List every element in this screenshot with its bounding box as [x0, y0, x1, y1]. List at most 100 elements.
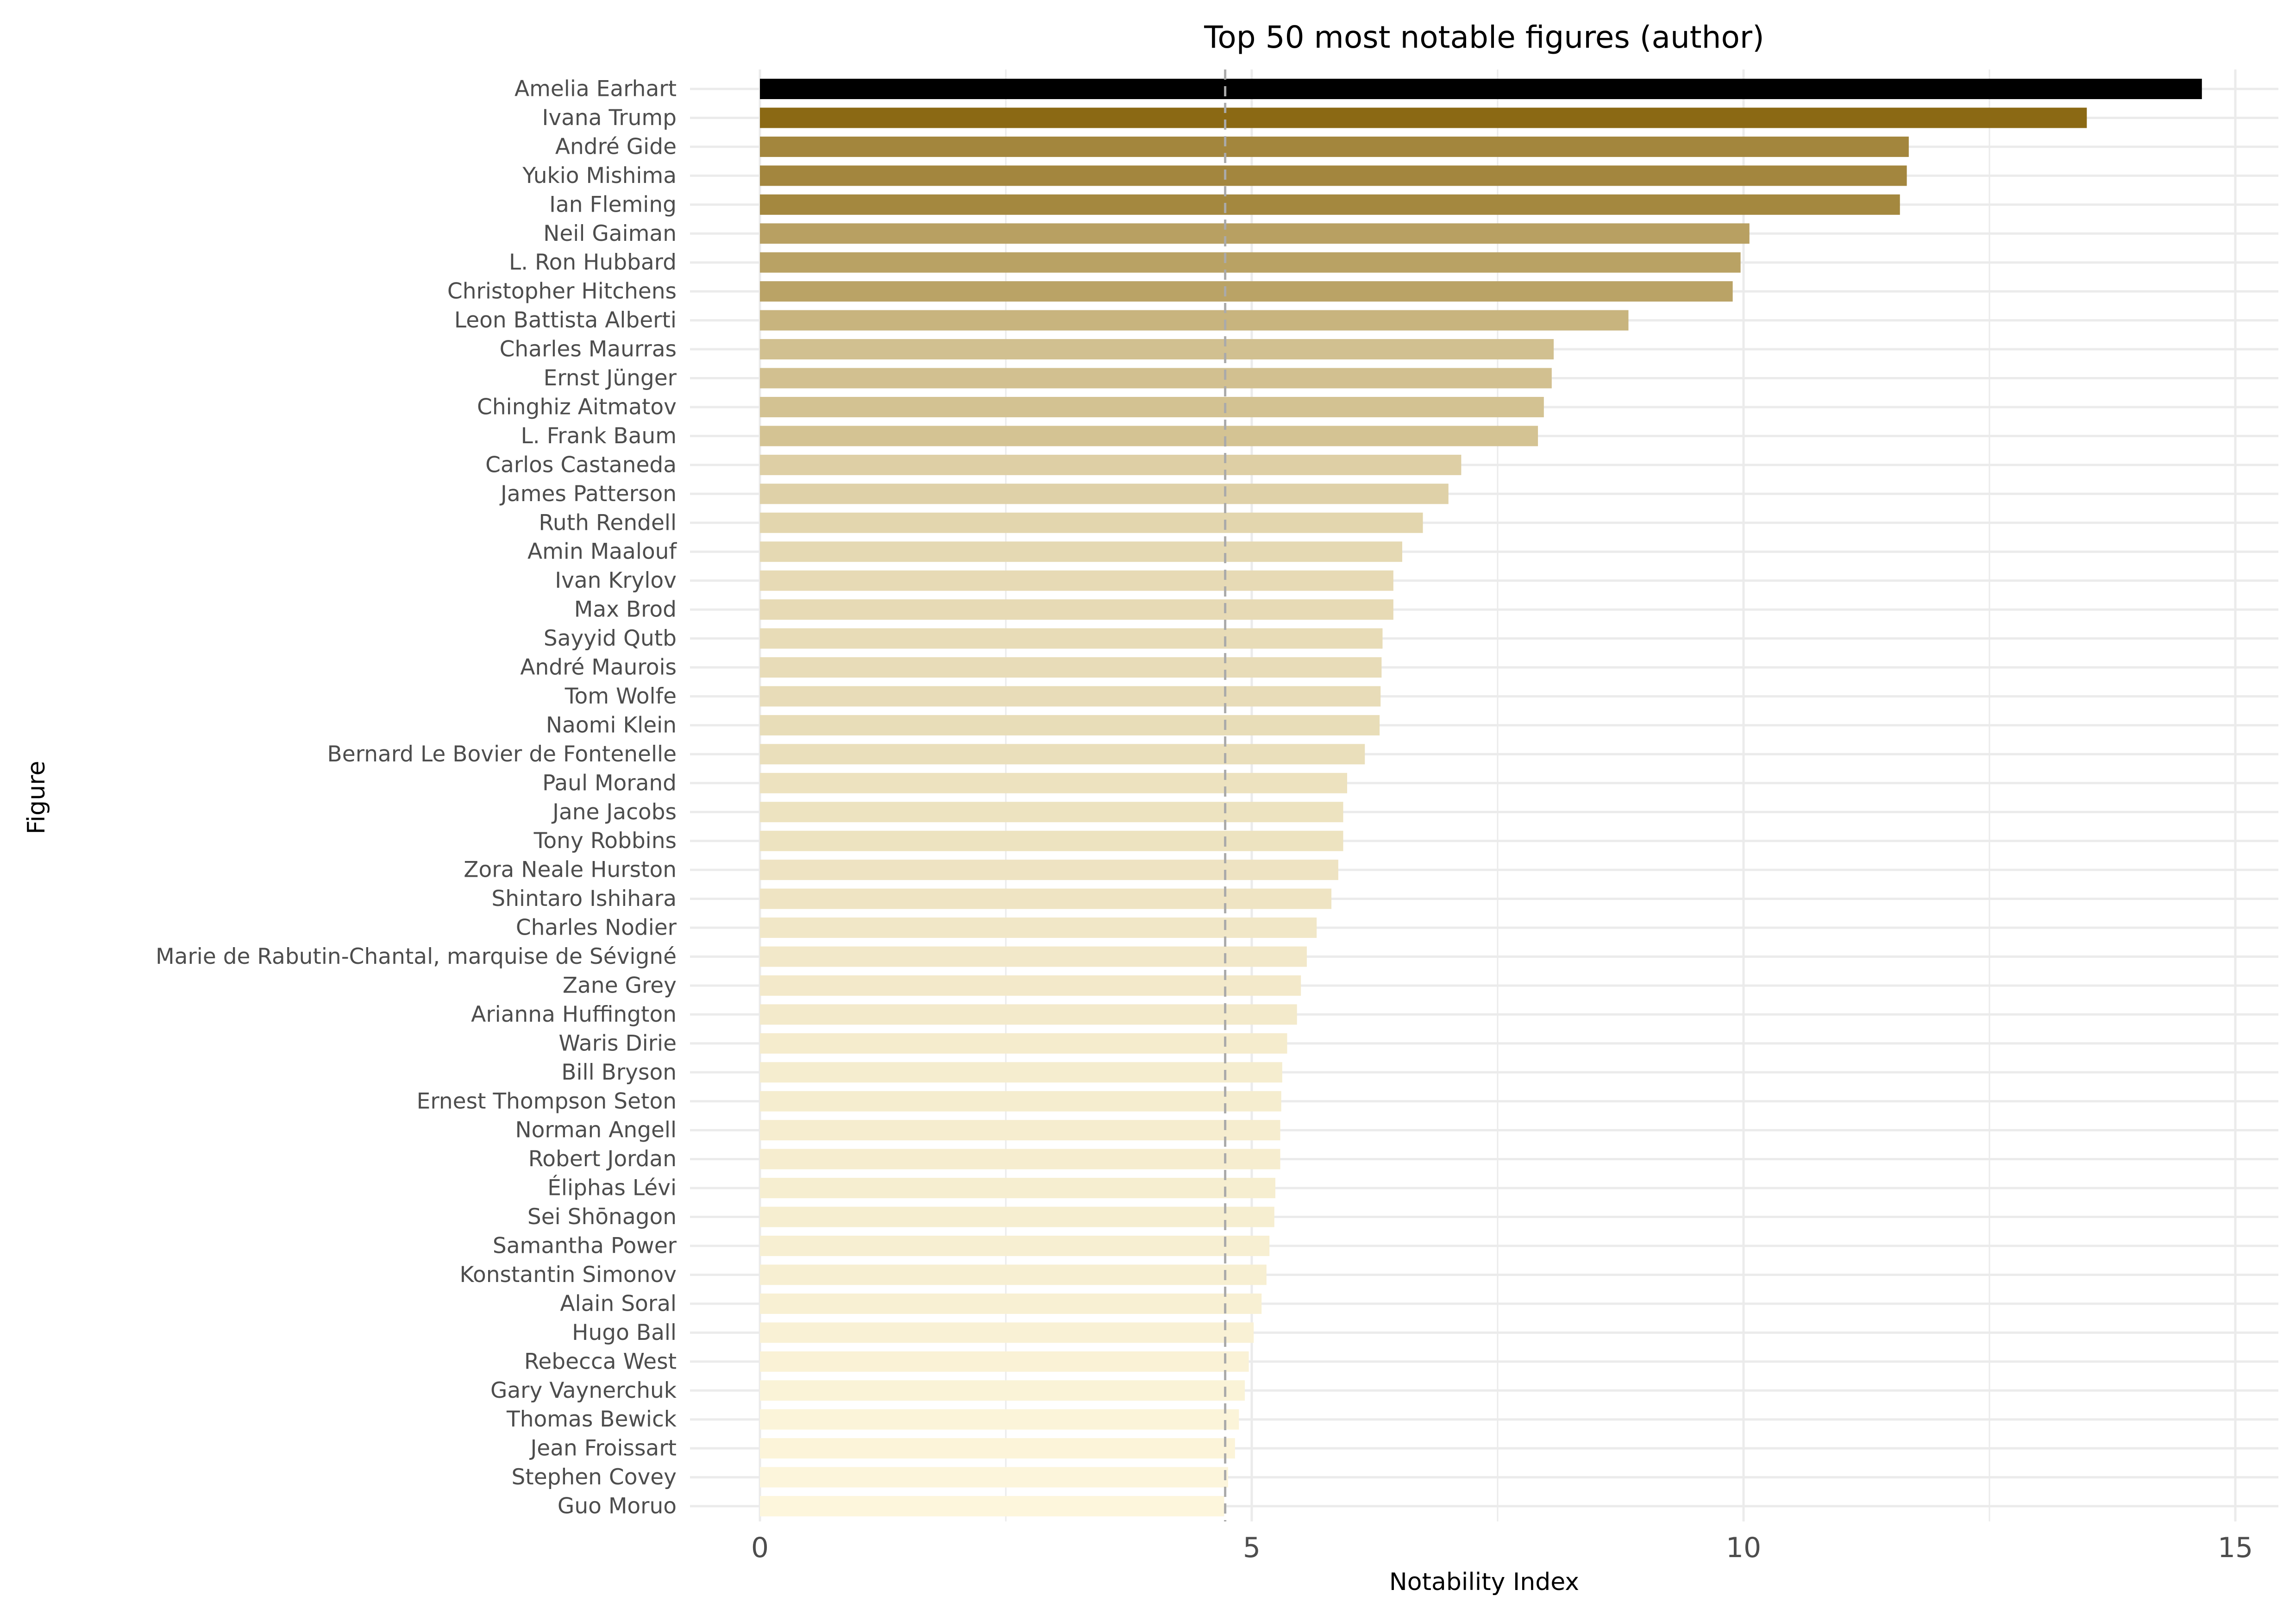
bar [760, 657, 1382, 678]
bar [760, 599, 1393, 620]
bars [760, 79, 2202, 1517]
chart-title: Top 50 most notable figures (author) [1204, 19, 1764, 55]
y-tick-label: Max Brod [574, 597, 677, 622]
y-tick-label: James Patterson [499, 481, 677, 507]
y-tick-label: Amin Maalouf [527, 539, 677, 565]
y-tick-label: Éliphas Lévi [547, 1175, 677, 1201]
bar [760, 281, 1733, 302]
bar [760, 686, 1381, 707]
bar [760, 541, 1402, 562]
y-tick-label: Alain Soral [560, 1291, 677, 1316]
y-tick-label: L. Ron Hubbard [509, 250, 677, 275]
bar [760, 1004, 1297, 1025]
y-tick-label: Ivana Trump [542, 105, 677, 131]
y-tick-label: Bill Bryson [561, 1060, 677, 1085]
bar [760, 802, 1343, 823]
y-tick-label: Ruth Rendell [539, 510, 677, 535]
bar [760, 1120, 1280, 1141]
y-tick-label: André Gide [555, 134, 677, 159]
x-tick-label: 5 [1243, 1532, 1261, 1564]
y-tick-label: Leon Battista Alberti [454, 308, 677, 333]
y-tick-label: Ian Fleming [549, 192, 677, 217]
bar [760, 426, 1538, 446]
y-tick-label: Hugo Ball [572, 1320, 677, 1345]
y-tick-label: Arianna Huffington [471, 1002, 677, 1027]
bar [760, 512, 1423, 533]
y-tick-label: Samantha Power [493, 1233, 677, 1259]
y-tick-label: Jean Froissart [529, 1436, 677, 1461]
bar [760, 1351, 1249, 1372]
y-tick-label: André Maurois [520, 655, 677, 680]
y-tick-label: Zane Grey [563, 973, 677, 998]
bar [760, 1467, 1229, 1488]
x-tick-label: 15 [2218, 1532, 2253, 1564]
y-tick-label: Charles Maurras [500, 337, 677, 362]
bar [760, 484, 1449, 504]
x-tick-label: 0 [751, 1532, 769, 1564]
y-axis-title: Figure [23, 761, 50, 835]
bar [760, 1236, 1270, 1256]
bar [760, 223, 1750, 244]
bar [760, 1264, 1267, 1285]
bar [760, 1409, 1239, 1430]
y-tick-label: Tony Robbins [533, 828, 677, 854]
y-tick-label: Guo Moruo [558, 1494, 677, 1519]
bar [760, 79, 2202, 99]
y-tick-labels: Amelia Earhart Ivana Trump André Gide Yukio… [156, 76, 677, 1519]
y-tick-label: Zora Neale Hurston [464, 857, 677, 883]
bar [760, 917, 1317, 938]
x-axis-title: Notability Index [1389, 1568, 1579, 1596]
bar [760, 1322, 1254, 1343]
bar [760, 570, 1393, 591]
bar [760, 975, 1301, 996]
bar [760, 1207, 1274, 1227]
y-tick-label: Sayyid Qutb [544, 626, 677, 651]
bar [760, 744, 1365, 765]
y-tick-label: Paul Morand [542, 770, 677, 796]
bar [760, 339, 1554, 360]
y-tick-label: Amelia Earhart [514, 76, 677, 102]
bar [760, 368, 1552, 389]
bar [760, 860, 1338, 880]
bar [760, 888, 1332, 909]
y-tick-label: Stephen Covey [511, 1464, 677, 1490]
y-tick-label: Thomas Bewick [506, 1407, 677, 1432]
y-tick-label: L. Frank Baum [521, 423, 677, 449]
bar [760, 194, 1900, 215]
bar [760, 1091, 1281, 1112]
y-tick-label: Yukio Mishima [522, 163, 677, 189]
y-tick-label: Jane Jacobs [551, 799, 677, 825]
y-tick-label: Konstantin Simonov [459, 1262, 677, 1288]
y-tick-label: Robert Jordan [528, 1146, 677, 1172]
y-tick-label: Shintaro Ishihara [491, 886, 677, 911]
bar [760, 1033, 1287, 1054]
bar [760, 946, 1307, 967]
y-tick-label: Rebecca West [524, 1349, 677, 1374]
bar [760, 1438, 1235, 1459]
bar [760, 1380, 1245, 1401]
y-tick-label: Marie de Rabutin-Chantal, marquise de Sé… [156, 944, 677, 969]
y-tick-label: Gary Vaynerchuk [490, 1378, 677, 1403]
y-tick-label: Bernard Le Bovier de Fontenelle [327, 742, 677, 767]
y-tick-label: Sei Shōnagon [527, 1204, 677, 1230]
bar [760, 454, 1462, 475]
y-tick-label: Naomi Klein [546, 712, 677, 738]
y-tick-label: Christopher Hitchens [447, 279, 677, 304]
y-tick-label: Tom Wolfe [565, 684, 677, 709]
bar [760, 310, 1629, 331]
y-tick-label: Norman Angell [515, 1118, 677, 1143]
y-tick-label: Neil Gaiman [543, 221, 677, 246]
y-tick-label: Ivan Krylov [555, 568, 677, 593]
y-tick-label: Charles Nodier [516, 915, 677, 941]
bar [760, 396, 1544, 417]
y-tick-label: Ernst Jünger [544, 365, 677, 391]
bar [760, 830, 1343, 851]
bar [760, 1293, 1262, 1314]
bar [760, 1496, 1224, 1517]
bar [760, 1178, 1275, 1199]
bar [760, 628, 1383, 649]
y-tick-label: Chinghiz Aitmatov [477, 394, 677, 420]
bar [760, 165, 1907, 186]
y-tick-label: Waris Dirie [558, 1031, 677, 1056]
